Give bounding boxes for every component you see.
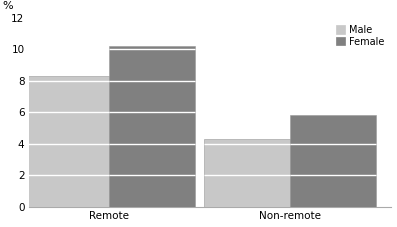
Bar <box>23 76 108 207</box>
Y-axis label: %: % <box>2 0 13 10</box>
Legend: Male, Female: Male, Female <box>334 23 387 49</box>
Bar <box>108 46 195 207</box>
Bar <box>289 116 376 207</box>
Bar <box>204 139 289 207</box>
